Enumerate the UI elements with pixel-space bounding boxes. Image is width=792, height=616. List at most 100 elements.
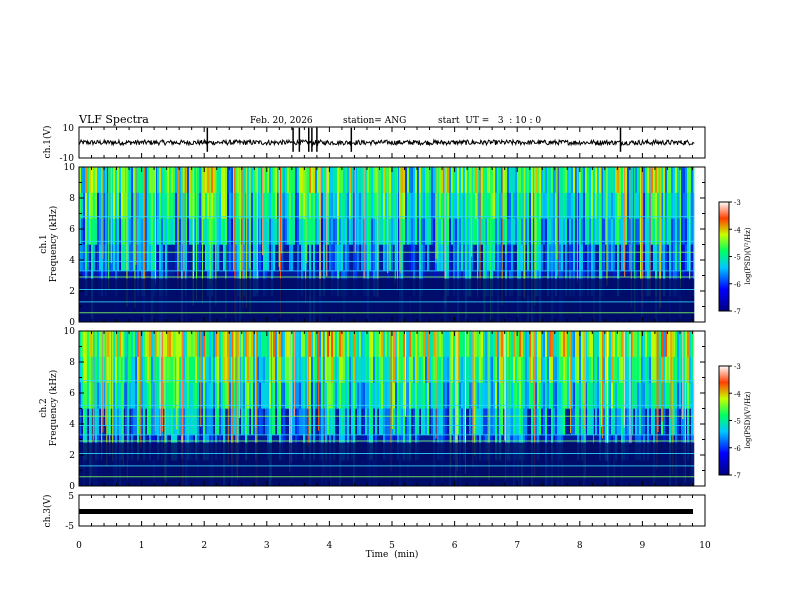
spectrogram-cell xyxy=(629,244,632,271)
spectrogram-cell xyxy=(83,331,86,358)
spectrogram-cell xyxy=(215,331,218,358)
spectrogram-cell xyxy=(407,408,410,435)
spectrogram-cell xyxy=(99,331,102,358)
spectrogram-cell xyxy=(165,382,168,409)
colorbar-tick-label: -4 xyxy=(734,390,741,398)
spectrogram-cell xyxy=(535,218,538,245)
spectrogram-cell xyxy=(247,192,250,219)
spectrogram-cell xyxy=(133,382,136,409)
spectrogram-cell xyxy=(233,192,236,219)
sferic-streak xyxy=(436,167,438,259)
spectrogram-cell xyxy=(655,244,658,271)
sferic-streak xyxy=(239,167,241,300)
ch1-ytick-bottom: -10 xyxy=(60,154,75,164)
spectrogram-cell xyxy=(395,382,398,409)
sferic-streak xyxy=(570,331,572,434)
spectrogram-cell xyxy=(663,408,666,435)
spectrogram-cell xyxy=(593,331,596,358)
spectrogram-cell xyxy=(299,408,302,435)
spectrogram-cell xyxy=(649,331,652,358)
spectrogram-cell xyxy=(327,331,330,358)
spectrogram-cell xyxy=(267,408,270,435)
spectrogram-cell xyxy=(245,331,248,358)
spectrogram-cell xyxy=(137,192,140,219)
spectrogram-cell xyxy=(663,244,666,271)
spectrogram-cell xyxy=(521,408,524,435)
spectrogram-cell xyxy=(453,382,456,409)
spectrogram-cell xyxy=(521,167,524,194)
sferic-streak xyxy=(323,331,325,476)
spectrogram-cell xyxy=(417,408,420,435)
spectrogram-cell xyxy=(347,192,350,219)
spectrogram-cell xyxy=(673,408,676,435)
spectrogram-cell xyxy=(293,218,296,245)
sferic-streak xyxy=(680,167,682,288)
spectrogram-cell xyxy=(483,167,486,194)
spectrogram-cell xyxy=(269,408,272,435)
spectrogram-cell xyxy=(95,382,98,409)
spectrogram-cell xyxy=(165,167,168,194)
spectrogram-cell xyxy=(101,218,104,245)
spectrogram-cell xyxy=(553,331,556,358)
spectrogram-cell xyxy=(425,382,428,409)
spectrogram-cell xyxy=(521,356,524,383)
spectrogram-cell xyxy=(189,331,192,358)
spectrogram-cell xyxy=(313,192,316,219)
spectrogram-cell xyxy=(465,382,468,409)
spectrogram-cell xyxy=(565,244,568,271)
spectrogram-cell xyxy=(151,192,154,219)
spectrogram-cell xyxy=(629,218,632,245)
spectrogram-cell xyxy=(521,331,524,358)
spectrogram-cell xyxy=(341,356,344,383)
spectrogram-cell xyxy=(241,356,244,383)
x-tick-label: 2 xyxy=(201,541,207,551)
spectrogram-cell xyxy=(381,408,384,435)
spectrogram-cell xyxy=(149,192,152,219)
sferic-streak xyxy=(642,167,644,308)
spectrogram-cell xyxy=(443,192,446,219)
spectrogram-cell xyxy=(385,244,388,271)
spectrogram-cell xyxy=(329,331,332,358)
spectrogram-cell xyxy=(459,167,462,194)
spectrogram-cell xyxy=(355,167,358,194)
spectrogram-cell xyxy=(411,331,414,358)
spectrogram-cell xyxy=(575,218,578,245)
spectrogram-cell xyxy=(351,192,354,219)
spectrogram-cell xyxy=(421,382,424,409)
spectrogram-cell xyxy=(105,244,108,271)
spectrogram-cell xyxy=(477,382,480,409)
spectrogram-cell xyxy=(213,331,216,358)
spectrogram-cell xyxy=(675,192,678,219)
spectrogram-cell xyxy=(153,331,156,358)
spectrogram-cell xyxy=(689,356,692,383)
spectrogram-cell xyxy=(187,244,190,271)
spectrogram-cell xyxy=(153,356,156,383)
spectrogram-cell xyxy=(201,356,204,383)
spectrogram-cell xyxy=(151,382,154,409)
spectrogram-cell xyxy=(197,382,200,409)
spectrogram-cell xyxy=(399,192,402,219)
spectrogram-cell xyxy=(603,244,606,271)
spectrogram-cell xyxy=(339,244,342,271)
spectrogram-cell xyxy=(423,382,426,409)
spectrogram-cell xyxy=(247,244,250,271)
spectrogram-cell xyxy=(427,167,430,194)
spectrogram-cell xyxy=(109,167,112,194)
spectrogram-cell xyxy=(113,408,116,435)
spectrogram-cell xyxy=(155,331,158,358)
spectrogram-cell xyxy=(87,218,90,245)
spectrogram-cell xyxy=(403,331,406,358)
spectrogram-cell xyxy=(467,192,470,219)
spectrogram-cell xyxy=(277,356,280,383)
spectrogram-cell xyxy=(653,244,656,271)
spectrogram-cell xyxy=(411,192,414,219)
spectrogram-cell xyxy=(111,382,114,409)
spectrogram-cell xyxy=(449,192,452,219)
spectrogram-cell xyxy=(553,218,556,245)
spectrogram-cell xyxy=(425,167,428,194)
spectrogram-cell xyxy=(295,218,298,245)
spectrogram-cell xyxy=(351,218,354,245)
spectrogram-cell xyxy=(111,167,114,194)
spectrogram-cell xyxy=(309,192,312,219)
spectrogram-cell xyxy=(263,192,266,219)
